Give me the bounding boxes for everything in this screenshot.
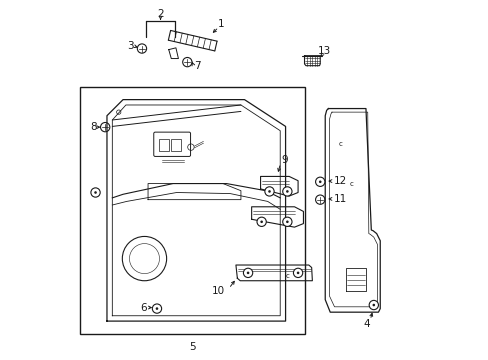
- Circle shape: [243, 268, 252, 278]
- Circle shape: [285, 220, 288, 223]
- Circle shape: [152, 304, 162, 313]
- Circle shape: [285, 190, 288, 193]
- Circle shape: [315, 177, 324, 186]
- Circle shape: [318, 180, 321, 183]
- Text: 3: 3: [127, 41, 134, 51]
- Circle shape: [282, 217, 291, 226]
- Text: 11: 11: [333, 194, 346, 203]
- Bar: [171, 139, 181, 151]
- Text: c: c: [338, 141, 342, 147]
- Text: 12: 12: [333, 176, 346, 186]
- Text: c: c: [285, 273, 289, 279]
- Circle shape: [296, 271, 299, 274]
- Circle shape: [282, 187, 291, 196]
- Text: c: c: [349, 181, 353, 186]
- Bar: [80, 87, 305, 334]
- Text: 7: 7: [194, 61, 200, 71]
- Text: 1: 1: [218, 19, 224, 29]
- Text: 5: 5: [189, 342, 196, 352]
- Text: 9: 9: [281, 156, 287, 165]
- Text: 8: 8: [90, 122, 97, 132]
- Circle shape: [267, 190, 270, 193]
- Circle shape: [257, 217, 266, 226]
- Circle shape: [246, 271, 249, 274]
- FancyBboxPatch shape: [153, 132, 190, 157]
- Text: 13: 13: [318, 46, 331, 56]
- Circle shape: [293, 268, 302, 278]
- Text: 2: 2: [157, 9, 163, 19]
- Circle shape: [94, 191, 97, 194]
- Circle shape: [91, 188, 100, 197]
- Bar: [159, 139, 168, 151]
- Circle shape: [372, 304, 374, 306]
- Circle shape: [260, 220, 263, 223]
- Text: 6: 6: [140, 302, 147, 312]
- Circle shape: [155, 307, 158, 310]
- Circle shape: [264, 187, 274, 196]
- Text: 10: 10: [212, 287, 225, 296]
- Text: 4: 4: [363, 319, 369, 329]
- Circle shape: [368, 300, 378, 310]
